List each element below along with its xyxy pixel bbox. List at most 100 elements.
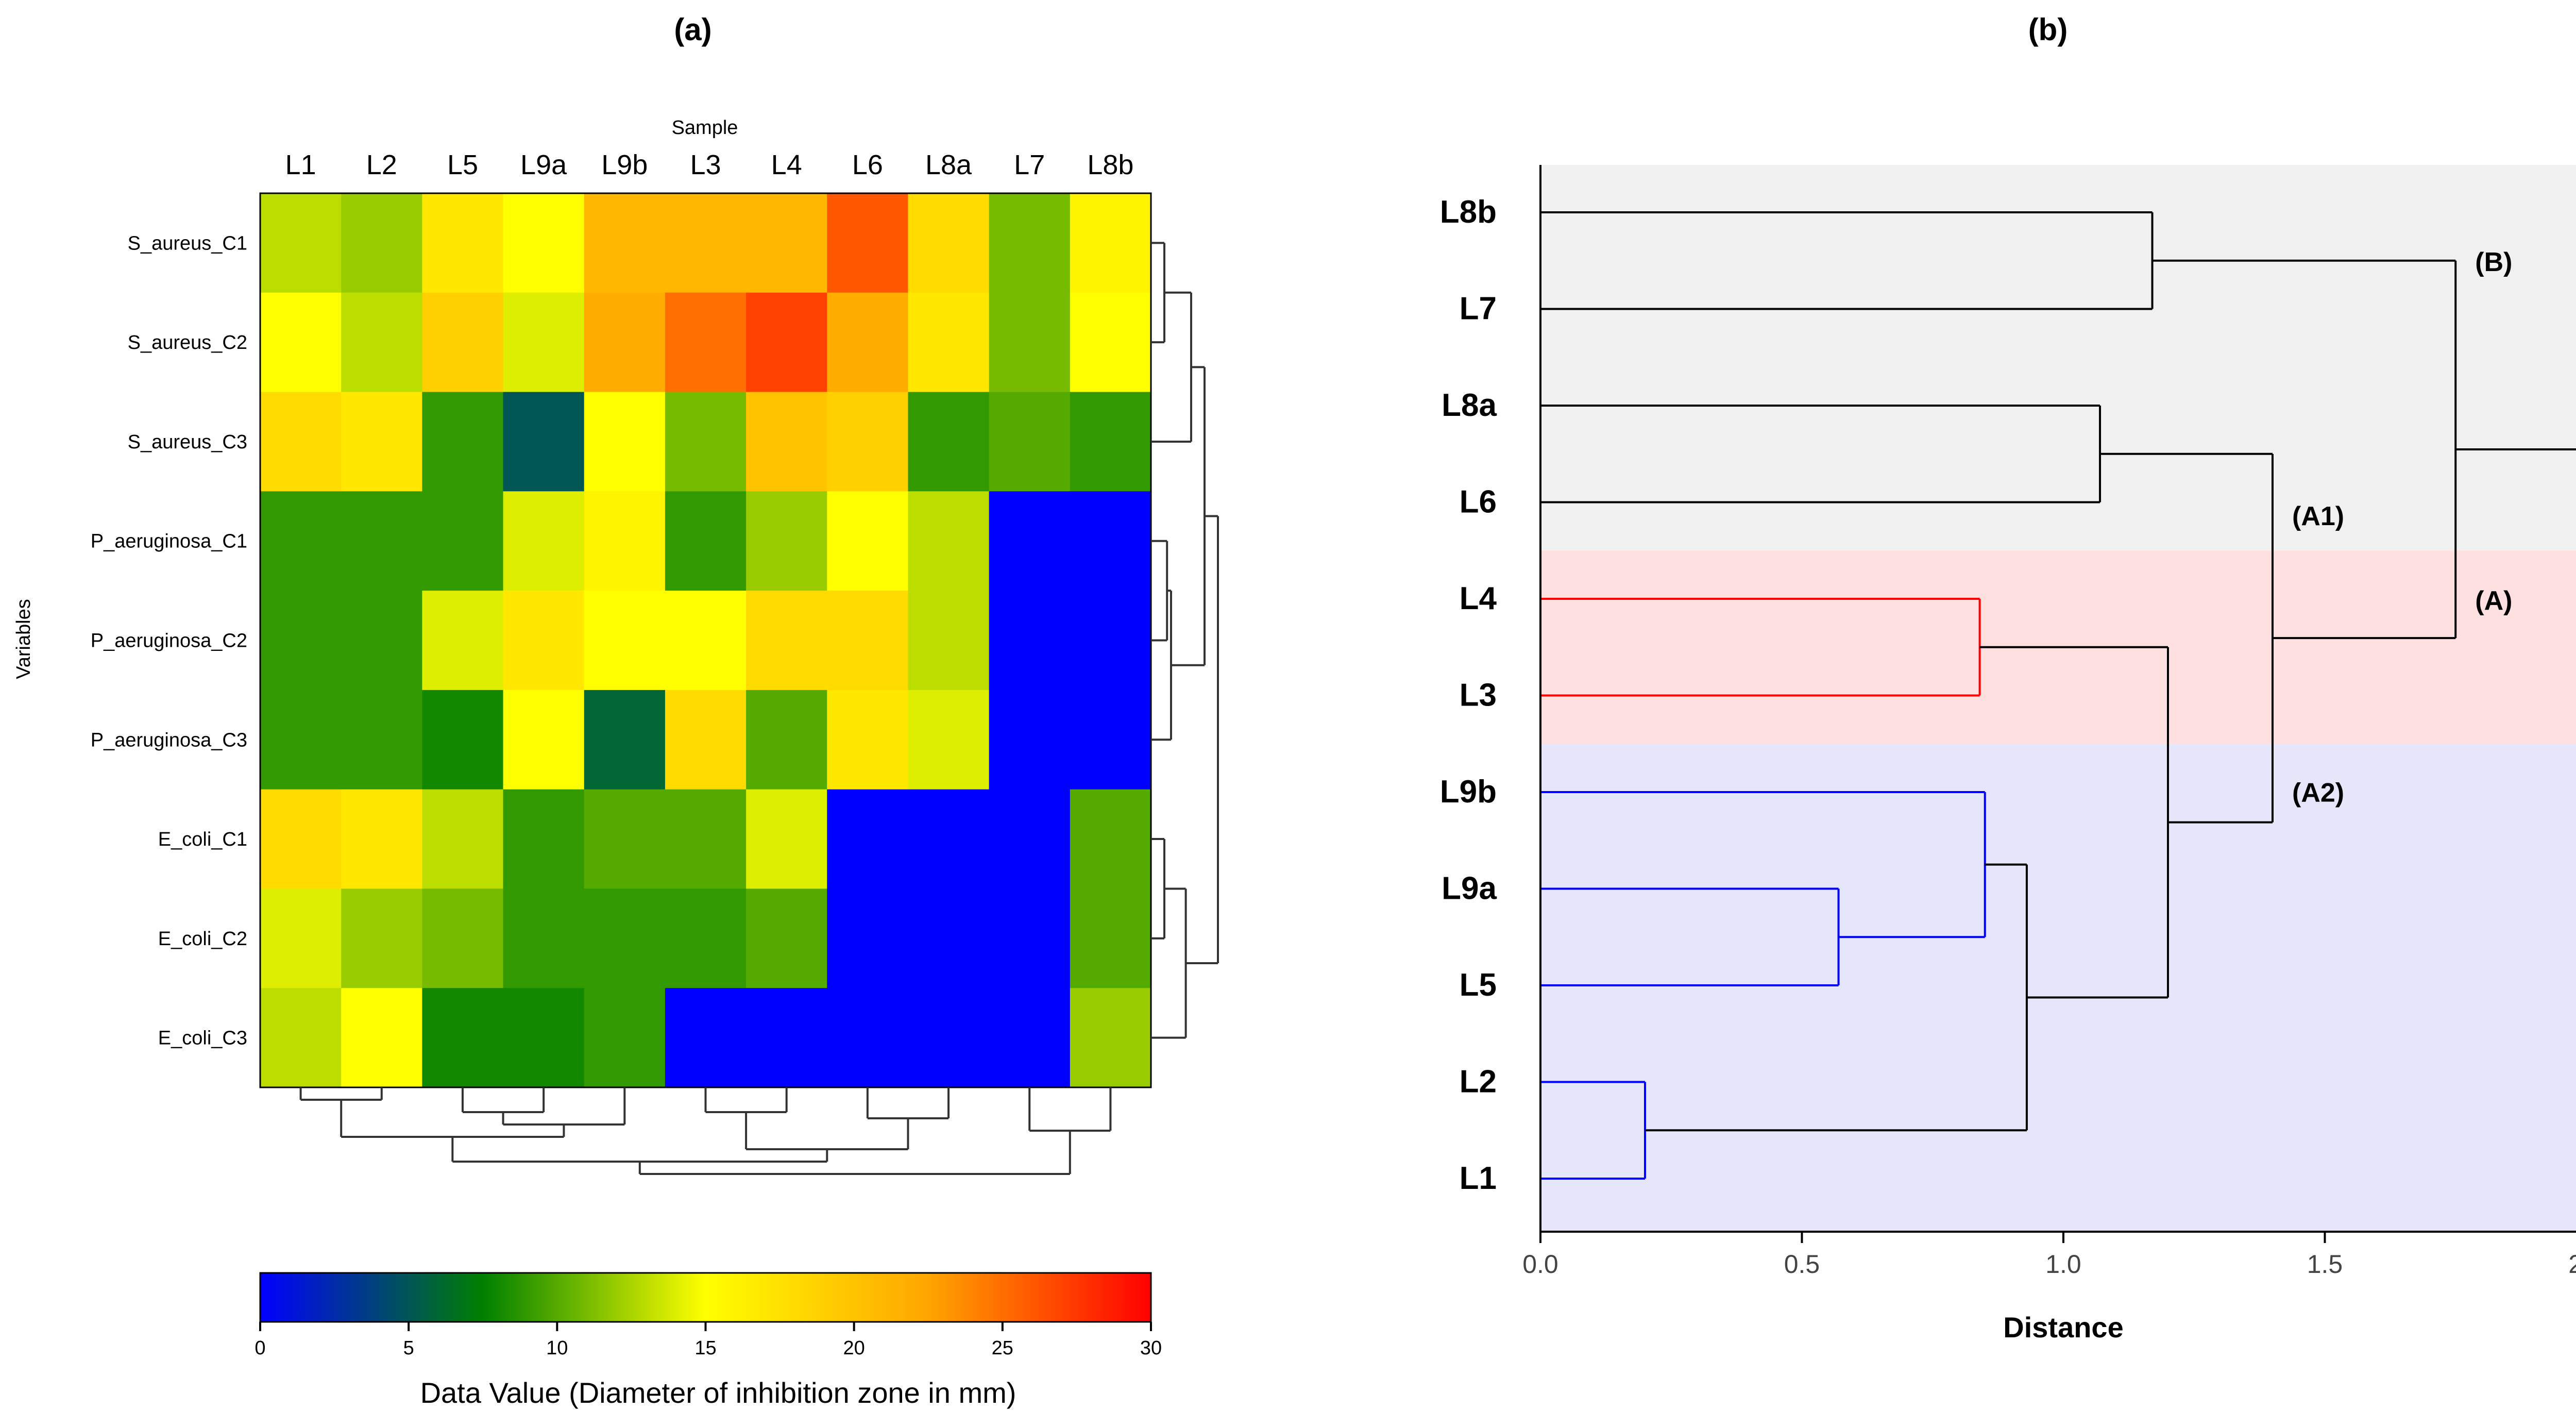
dendrogram-leaf-label: L5 [1460,967,1497,1003]
heatmap-cell [827,193,909,293]
colorbar-tick-label: 30 [1140,1337,1162,1359]
heatmap-cell [341,789,422,889]
dendrogram-leaf-label: L8b [1440,194,1497,230]
dendrogram-x-tick-label: 2.0 [2568,1250,2576,1279]
dendrogram-leaf-label: L6 [1460,484,1497,520]
heatmap-cell [422,591,504,691]
heatmap-column-labels: L1 L2 L5 L9a L9b L3 L4 L6 L8a L7 L8b [285,149,1134,180]
dendrogram-leaf-labels: L8b L7 L8a L6 L4 L3 L9b L9a L5 L2 L1 [1440,194,1497,1196]
heatmap-cell [584,491,666,591]
heatmap-cell [422,888,504,988]
heatmap-cell [989,491,1071,591]
colorbar-tick-label: 20 [843,1337,865,1359]
heatmap-cell [908,292,990,393]
heatmap-row-label: S_aureus_C1 [128,232,247,254]
heatmap-cell [746,292,827,393]
heatmap-cell [746,392,827,492]
heatmap-cell [665,988,747,1088]
panel-b-label: (b) [2028,12,2068,47]
heatmap-cell [503,491,585,591]
heatmap-cell [989,690,1071,790]
colorbar-tick-label: 15 [694,1337,716,1359]
heatmap-cell [908,789,990,889]
heatmap-row-label: E_coli_C3 [158,1028,247,1049]
heatmap-column-label: L7 [1014,149,1045,180]
heatmap-cell [503,690,585,790]
heatmap-cell [908,690,990,790]
colorbar-label: Data Value (Diameter of inhibition zone … [420,1376,1016,1409]
heatmap-cell [341,690,422,790]
heatmap-cells [260,193,1151,1088]
heatmap-cell [908,392,990,492]
heatmap-column-label: L3 [690,149,721,180]
heatmap-cell [746,789,827,889]
heatmap-cell [908,888,990,988]
heatmap-cell [260,988,342,1088]
heatmap-cell [503,888,585,988]
heatmap-column-label: L8a [925,149,972,180]
heatmap-row-label: P_aeruginosa_C3 [91,729,247,751]
heatmap-cell [989,193,1071,293]
colorbar-tick-label: 0 [255,1337,265,1359]
heatmap-cell [260,491,342,591]
heatmap-cell [746,591,827,691]
heatmap-cell [1070,491,1151,591]
heatmap-cell [341,591,422,691]
heatmap-cell [260,193,342,293]
cluster-band [1540,165,2576,551]
heatmap-column-dendrogram [299,1087,1112,1175]
heatmap-cell [584,988,666,1088]
cluster-label: (A2) [2292,778,2344,808]
heatmap-cell [503,789,585,889]
heatmap-cell [584,690,666,790]
heatmap-column-label: L1 [285,149,316,180]
heatmap-cell [827,988,909,1088]
heatmap-cell [422,988,504,1088]
heatmap-cell [503,988,585,1088]
heatmap-cell [260,789,342,889]
colorbar-tick-label: 5 [403,1337,414,1359]
dendrogram-leaf-label: L9b [1440,774,1497,810]
heatmap-cell [665,690,747,790]
heatmap-row-label: S_aureus_C2 [128,332,247,354]
dendrogram-leaf-label: L3 [1460,678,1497,713]
heatmap-cell [584,392,666,492]
heatmap-cell [827,789,909,889]
dendrogram-leaf-label: L2 [1460,1064,1497,1100]
cluster-label: (A) [2475,586,2512,616]
heatmap-cell [584,888,666,988]
heatmap-cell [1070,591,1151,691]
heatmap-cell [827,690,909,790]
heatmap-column-label: L2 [366,149,397,180]
heatmap-cell [908,193,990,293]
heatmap-row-label: E_coli_C2 [158,928,247,950]
heatmap-cell [665,591,747,691]
heatmap-cell [341,888,422,988]
heatmap-cell [827,392,909,492]
heatmap-cell [1070,392,1151,492]
heatmap-cell [584,292,666,393]
heatmap-cell [665,292,747,393]
heatmap-column-label: L4 [771,149,802,180]
heatmap-row-label: P_aeruginosa_C1 [91,531,247,552]
heatmap-cell [746,690,827,790]
heatmap-cell [908,988,990,1088]
dendrogram-x-tick-label: 1.5 [2307,1250,2343,1279]
heatmap-cell [584,193,666,293]
heatmap-cell [665,193,747,293]
dendrogram-tree [1540,211,2576,1180]
heatmap-column-label: L9a [520,149,567,180]
heatmap-cell [260,292,342,393]
heatmap-row-label: E_coli_C1 [158,829,247,850]
heatmap-cell [422,292,504,393]
heatmap-cell [503,193,585,293]
heatmap-cell [422,789,504,889]
heatmap-column-label: L6 [852,149,883,180]
dendrogram-leaf-label: L7 [1460,291,1497,327]
colorbar [259,1272,1152,1323]
heatmap-cell [1070,690,1151,790]
heatmap-cell [341,292,422,393]
heatmap-column-label: L5 [447,149,478,180]
dendrogram-x-tick-label: 0.5 [1784,1250,1820,1279]
heatmap-cell [341,193,422,293]
